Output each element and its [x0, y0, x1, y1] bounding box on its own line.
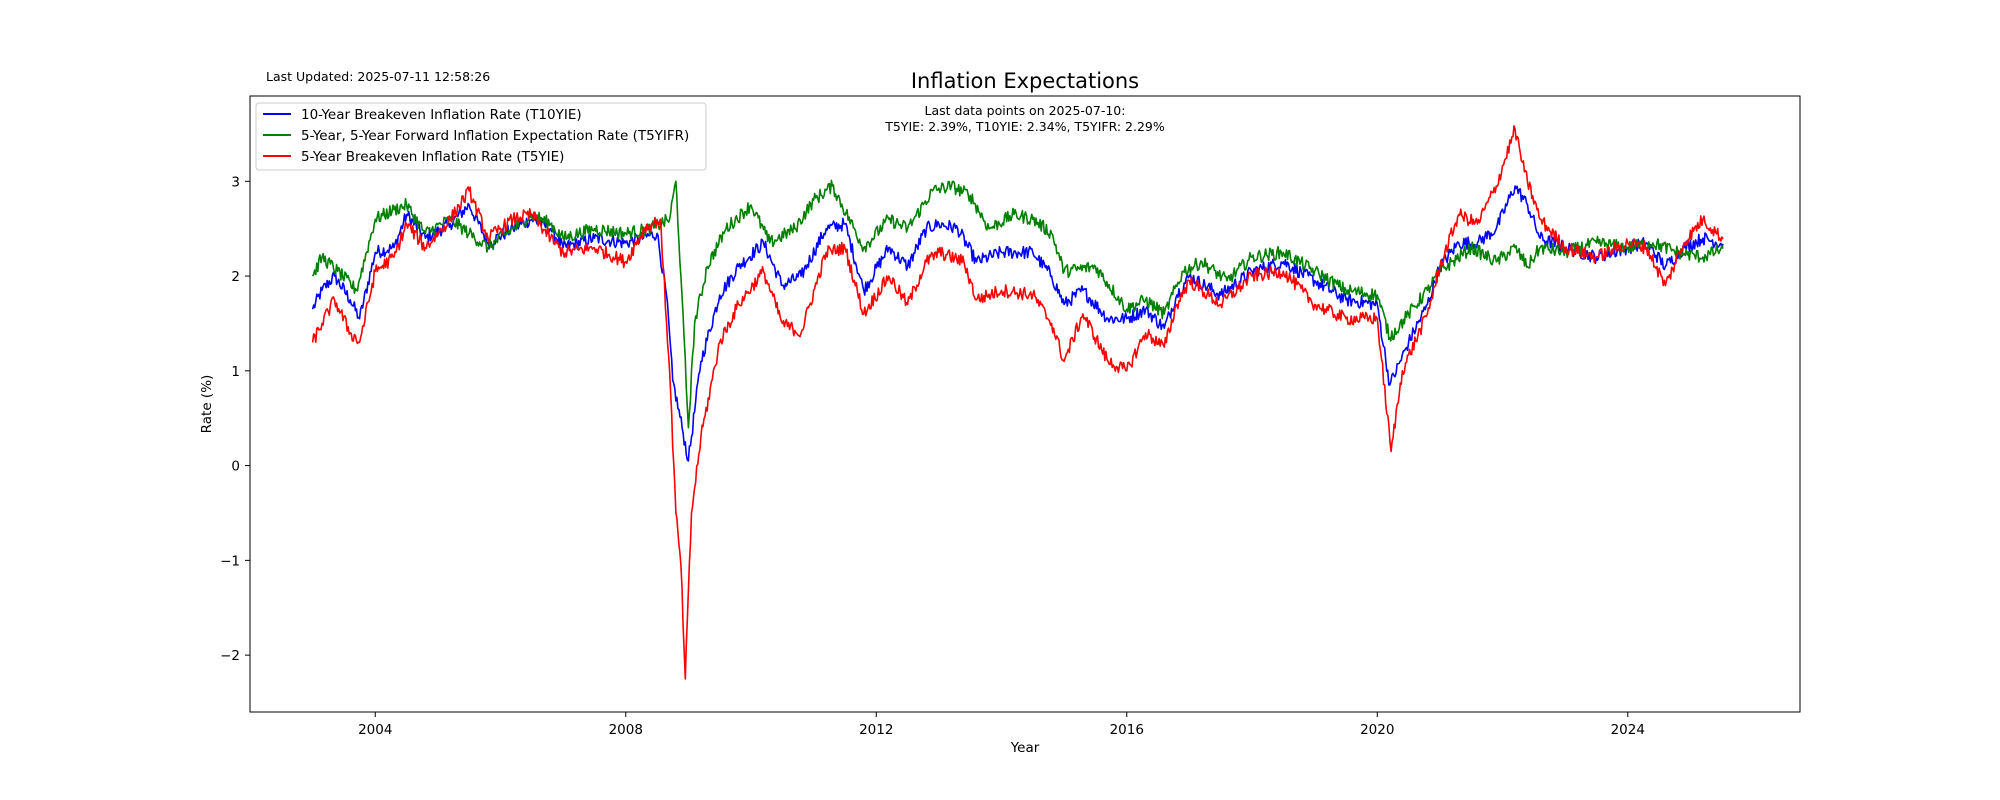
x-tick-label: 2020: [1360, 722, 1394, 738]
legend: 10-Year Breakeven Inflation Rate (T10YIE…: [255, 102, 707, 171]
x-axis-label: Year: [1010, 740, 1040, 756]
x-tick-label: 2004: [358, 722, 392, 738]
x-tick-label: 2008: [609, 722, 643, 738]
y-tick-label: −1: [220, 553, 240, 569]
series-line-2: [311, 125, 1724, 680]
series-line-1: [311, 179, 1724, 429]
legend-label-t10yie: 10-Year Breakeven Inflation Rate (T10YIE…: [301, 107, 582, 123]
y-tick-label: 2: [231, 269, 240, 285]
annotation-line-2: T5YIE: 2.39%, T10YIE: 2.34%, T5YIFR: 2.2…: [884, 119, 1165, 134]
y-tick-label: 3: [231, 174, 240, 190]
chart-title: Inflation Expectations: [911, 69, 1139, 93]
legend-label-t5yifr: 5-Year, 5-Year Forward Inflation Expecta…: [301, 128, 689, 144]
annotation-line-1: Last data points on 2025-07-10:: [925, 103, 1126, 118]
series-group: [311, 125, 1724, 680]
x-tick-label: 2012: [859, 722, 893, 738]
last-updated-label: Last Updated: 2025-07-11 12:58:26: [266, 69, 490, 84]
y-axis-label: Rate (%): [199, 375, 215, 434]
plot-area-frame: [249, 95, 1801, 713]
legend-box: [255, 102, 707, 171]
legend-label-t5yie: 5-Year Breakeven Inflation Rate (T5YIE): [301, 149, 564, 165]
x-tick-label: 2016: [1110, 722, 1144, 738]
x-tick-label: 2024: [1611, 722, 1645, 738]
y-tick-label: 1: [231, 364, 240, 380]
y-tick-label: 0: [231, 459, 240, 475]
y-axis: −2 −1 0 1 2 3: [220, 174, 250, 664]
y-tick-label: −2: [220, 648, 240, 664]
x-axis: 2004 2008 2012 2016 2020 2024: [358, 712, 1645, 738]
